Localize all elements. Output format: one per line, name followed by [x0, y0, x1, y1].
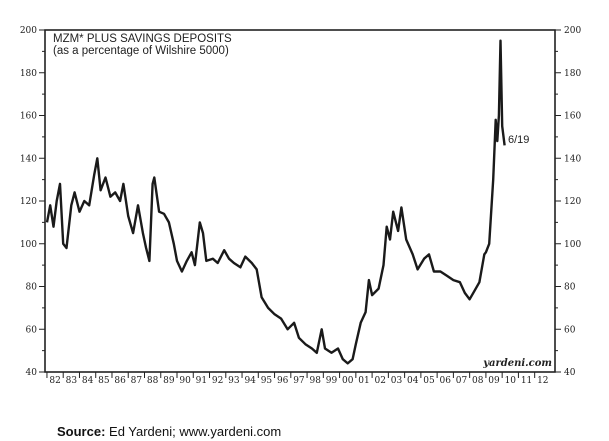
x-tick-label: 95	[261, 376, 273, 386]
chart-subtitle: (as a percentage of Wilshire 5000)	[53, 45, 229, 57]
source-note: Source: Ed Yardeni; www.yardeni.com	[57, 424, 281, 439]
source-label: Source:	[57, 424, 106, 439]
y-tick-label-right: 80	[564, 283, 576, 293]
x-tick-label: 97	[293, 376, 305, 386]
y-tick-label-right: 200	[564, 26, 581, 36]
x-tick-label: 94	[244, 376, 256, 386]
x-tick-label: 99	[326, 376, 338, 386]
y-tick-label-left: 120	[20, 197, 37, 207]
source-text: Ed Yardeni; www.yardeni.com	[105, 424, 282, 439]
x-tick-label: 93	[228, 376, 240, 386]
x-tick-label: 85	[98, 376, 110, 386]
x-tick-label: 05	[423, 376, 435, 386]
x-tick-label: 87	[131, 376, 143, 386]
series-line	[45, 39, 506, 365]
x-tick-label: 11	[521, 376, 532, 386]
y-tick-label-left: 160	[20, 112, 37, 122]
x-tick-label: 82	[49, 376, 60, 386]
x-tick-label: 84	[82, 376, 94, 386]
y-tick-label-right: 40	[564, 368, 576, 378]
x-tick-label: 04	[407, 376, 419, 386]
x-tick-label: 00	[342, 376, 354, 386]
y-tick-label-left: 40	[26, 368, 38, 378]
y-tick-label-left: 180	[20, 69, 37, 79]
y-tick-label-right: 160	[564, 112, 581, 122]
x-tick-label: 83	[66, 376, 78, 386]
x-tick-label: 98	[309, 376, 321, 386]
y-tick-label-right: 140	[564, 154, 581, 164]
y-tick-label-left: 140	[20, 154, 37, 164]
y-tick-label-right: 120	[564, 197, 581, 207]
y-tick-label-right: 180	[564, 69, 581, 79]
x-tick-label: 02	[375, 376, 386, 386]
plot-frame	[44, 29, 556, 373]
x-tick-label: 90	[179, 376, 191, 386]
x-tick-label: 86	[114, 376, 126, 386]
x-tick-label: 96	[277, 376, 289, 386]
y-tick-label-left: 200	[20, 26, 37, 36]
y-tick-label-right: 60	[564, 325, 576, 335]
x-tick-label: 06	[440, 376, 452, 386]
x-tick-label: 03	[391, 376, 403, 386]
x-tick-label: 91	[196, 376, 207, 386]
x-tick-label: 12	[537, 376, 548, 386]
date-annotation: 6/19	[508, 134, 529, 146]
y-tick-label-left: 80	[26, 283, 38, 293]
chart-title: MZM* PLUS SAVINGS DEPOSITS	[53, 33, 232, 45]
x-tick-label: 01	[358, 376, 369, 386]
y-tick-label-left: 60	[26, 325, 38, 335]
x-tick-label: 10	[505, 376, 517, 386]
x-tick-label: 07	[456, 376, 468, 386]
y-tick-label-left: 100	[20, 240, 37, 250]
x-tick-label: 88	[147, 376, 159, 386]
watermark: yardeni.com	[482, 358, 552, 369]
x-tick-label: 89	[163, 376, 175, 386]
y-tick-label-right: 100	[564, 240, 581, 250]
x-tick-label: 08	[472, 376, 484, 386]
x-tick-label: 92	[212, 376, 223, 386]
x-tick-label: 09	[488, 376, 500, 386]
